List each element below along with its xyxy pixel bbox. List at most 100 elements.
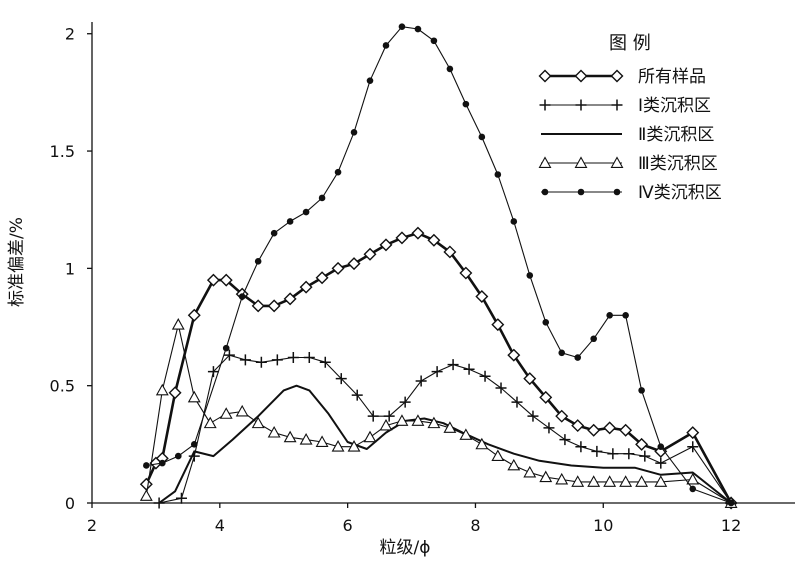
data-point [447,359,459,371]
data-point [175,492,187,504]
series-line [145,324,732,504]
data-point [174,452,182,460]
data-point [558,349,566,357]
data-point [463,363,475,375]
data-point [270,229,278,237]
data-point [398,23,406,30]
data-point [427,233,441,247]
data-point [395,231,409,245]
data-point [168,386,182,400]
data-point [351,389,363,401]
data-point [555,409,569,423]
data-point [495,382,507,394]
data-point [271,354,283,366]
legend-swatch-marker [613,188,621,196]
data-point [382,42,390,49]
data-point [334,168,342,176]
legend-swatch-marker [541,188,549,196]
data-point [143,462,150,469]
data-point [315,271,329,285]
data-point [254,258,262,265]
data-point [363,247,377,261]
data-point [139,477,153,491]
data-point [494,171,502,178]
x-tick-label: 2 [87,516,97,535]
data-point [267,299,281,313]
data-point [639,450,651,462]
series-line [146,26,732,504]
series-3 [158,384,732,504]
data-point [223,349,235,361]
legend-items: 所有样品 Ⅰ类沉积区 Ⅱ类沉积区 Ⅲ类沉积区 Ⅳ类沉积区 [538,67,722,203]
series-5 [143,23,735,507]
legend-swatch-marker [610,69,624,83]
data-point [315,435,329,447]
data-point [155,383,169,396]
data-point [479,370,491,382]
series-line [145,231,733,504]
data-point [542,319,550,326]
data-point [591,445,603,457]
data-point [635,437,649,451]
data-point [139,489,153,501]
y-tick-label: 2 [65,25,75,44]
legend-swatch-marker [611,99,623,111]
legend-item: Ⅱ类沉积区 [541,125,714,145]
data-point [657,443,665,450]
data-point [559,434,571,446]
data-point [239,354,251,366]
x-tick-label: 12 [721,516,741,535]
data-point [587,423,601,437]
data-point [507,458,521,471]
data-point [443,421,457,433]
data-point [414,25,422,33]
legend-item: Ⅲ类沉积区 [538,154,718,174]
data-point [287,352,299,364]
data-point [363,430,377,443]
data-point [689,485,697,493]
data-point [623,448,635,460]
data-point [507,348,521,362]
data-point [347,257,361,271]
data-point [574,354,582,361]
data-point [654,444,668,458]
data-point [319,356,331,368]
data-point [395,414,409,426]
legend-item: 所有样品 [538,67,706,87]
data-point [606,311,613,319]
series-4 [139,318,738,508]
legend-label: Ⅰ类沉积区 [638,96,711,116]
legend-swatch-marker [575,99,587,111]
data-point [654,475,668,487]
data-point [590,335,597,343]
data-point [190,441,198,448]
data-point [187,308,201,322]
series-line [158,384,732,504]
data-point [318,194,326,202]
data-point [207,366,219,378]
data-point [511,396,523,408]
data-point [283,430,297,443]
data-point [587,475,601,487]
data-point [366,77,374,84]
legend-item: Ⅳ类沉积区 [541,183,722,203]
data-point [222,344,230,352]
data-point [622,311,629,319]
legend-swatch-marker [577,188,585,196]
data-point [235,404,249,417]
y-tick-label: 0 [65,494,75,513]
data-point [478,133,486,141]
data-point [159,459,166,467]
data-point [347,440,361,452]
y-tick-label: 1 [65,259,75,278]
legend-label: Ⅲ类沉积区 [638,154,718,174]
data-point [171,318,185,330]
data-point [331,261,345,275]
data-point [539,390,553,404]
data-point [430,37,438,45]
data-point [286,218,294,225]
data-point [539,470,553,483]
legend-swatch-marker [610,156,624,168]
x-tick-label: 8 [470,516,480,535]
